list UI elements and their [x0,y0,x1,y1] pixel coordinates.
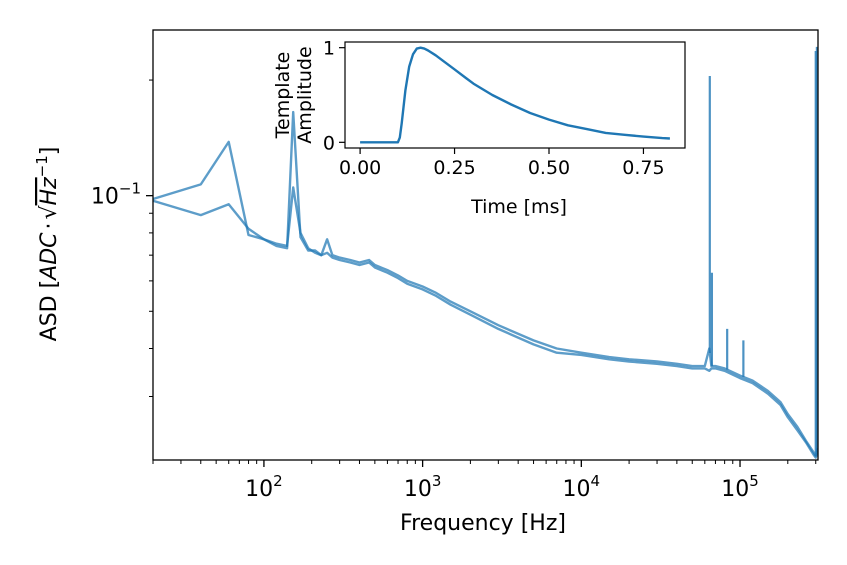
main-plot-frame [152,29,819,461]
y-label-suffix: ] [37,147,62,156]
inset-series-group [360,46,670,144]
inset-axes: 0.00 0.25 0.50 0.75 01 Time [ms] Template A… [272,38,686,218]
inset-plot-frame [344,41,686,149]
y-label-exponent: −1 [33,155,51,177]
inset-x-tick-label: 0.50 [528,157,570,179]
x-tick-label: 104 [563,472,601,502]
main-y-axis-label: ASD [ADC · √Hz−1] [33,147,62,342]
x-tick-label: 102 [245,472,283,502]
asd-line-1 [153,110,818,458]
y-label-math: ADC [37,232,62,282]
inset-x-axis-label: Time [ms] [470,196,567,218]
inset-x-tick-label: 0.25 [433,157,475,179]
main-spikes-group [708,46,818,456]
svg-text:ASD [ADC·√Hz−1]: ASD [ADC · √Hz−1] [33,147,62,342]
main-axes: 102 103 104 105 10−1 Frequency [Hz] ASD [AD… [33,29,819,536]
y-label-prefix: ASD [ [37,280,62,342]
y-label-sqrt-arg: Hz [37,177,62,206]
inset-background [345,42,685,148]
inset-y-axis-label: Template Amplitude [272,46,316,143]
inset-y-tick-label: 0 [323,132,335,154]
inset-x-tick-label: 0.00 [339,157,381,179]
inset-y-label-line1: Template [272,52,294,140]
x-tick-label: 103 [404,472,442,502]
inset-y-ticks: 01 [323,38,345,154]
asd-line-2 [153,186,818,459]
main-x-ticks: 102 103 104 105 [152,460,817,502]
inset-x-ticks: 0.00 0.25 0.50 0.75 [339,148,665,179]
x-tick-label: 105 [721,472,759,502]
y-label-dot: · [37,222,62,229]
main-x-axis-label: Frequency [Hz] [400,511,566,536]
y-tick-label: 10−1 [91,180,141,210]
main-series-group [153,110,818,459]
y-label-sqrt-sign: √ [37,204,62,219]
inset-y-label-line2: Amplitude [294,46,316,143]
main-y-ticks: 10−1 [91,79,153,397]
template-pulse-line [360,46,670,144]
inset-y-tick-label: 1 [323,38,335,60]
inset-x-tick-label: 0.75 [622,157,664,179]
